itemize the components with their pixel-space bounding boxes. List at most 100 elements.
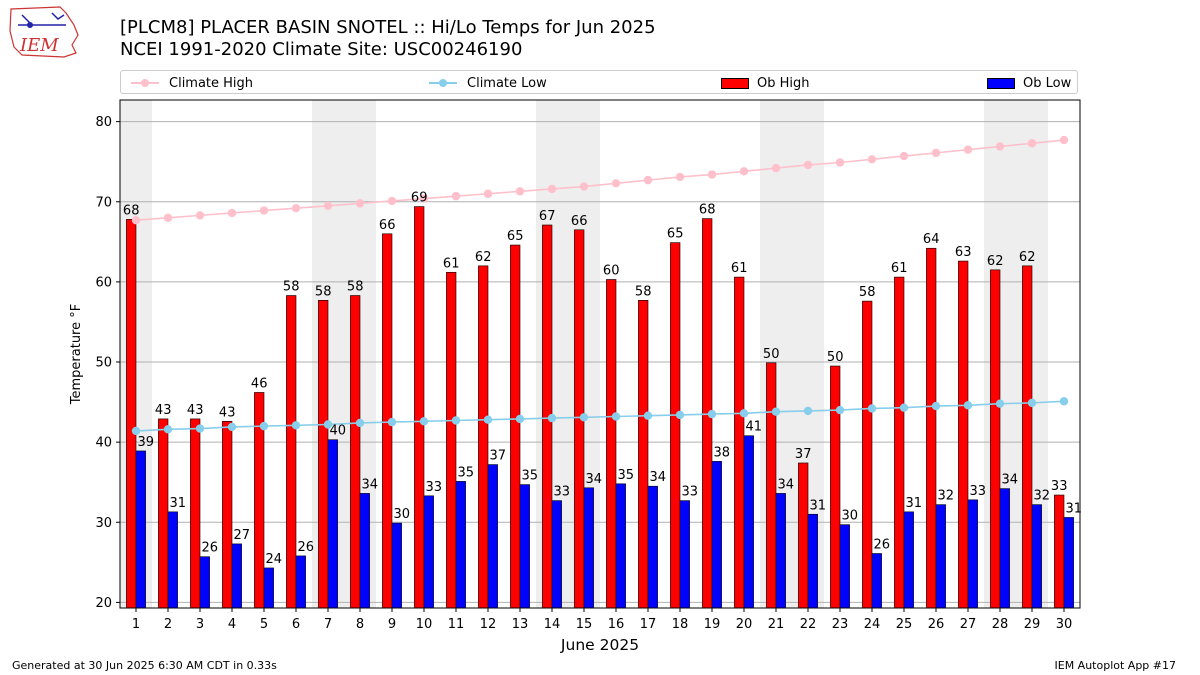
climate-high-point [1027, 139, 1037, 148]
climate-low-point [899, 403, 909, 412]
ob-high-label: 68 [699, 203, 716, 218]
ob-low-bar [519, 484, 530, 609]
ob-high-bar [446, 271, 457, 609]
ob-high-label: 37 [795, 447, 812, 462]
ob-low-label: 31 [170, 496, 187, 511]
ob-low-label: 26 [874, 538, 891, 553]
ob-high-bar [670, 242, 681, 609]
climate-low-point [1059, 397, 1069, 406]
climate-high-point [387, 196, 397, 206]
ob-high-label: 43 [155, 403, 172, 418]
ob-low-bar [551, 500, 562, 609]
legend-item-ob-high: Ob High [717, 74, 810, 92]
ob-high-bar [606, 279, 617, 609]
ob-high-bar [318, 300, 329, 609]
x-tick-label: 2 [164, 617, 172, 632]
ob-high-bar [350, 295, 361, 609]
ob-low-label: 32 [938, 489, 955, 504]
ob-low-label: 33 [554, 485, 571, 500]
ob-low-label: 30 [842, 509, 859, 524]
climate-high-line-icon [129, 76, 161, 90]
ob-low-bar [199, 556, 210, 609]
y-tick-label: 60 [95, 275, 112, 290]
ob-high-label: 58 [315, 284, 332, 299]
ob-high-bar [638, 300, 649, 609]
ob-low-label: 37 [490, 449, 507, 464]
ob-low-bar [743, 435, 754, 609]
x-tick-label: 27 [960, 617, 977, 632]
x-tick-label: 11 [448, 617, 465, 632]
climate-low-point [483, 415, 493, 424]
ob-high-bar [734, 276, 745, 609]
climate-low-point [995, 399, 1005, 408]
x-tick-label: 25 [896, 617, 913, 632]
ob-low-bar [423, 495, 434, 609]
legend-label-ob-high: Ob High [757, 75, 810, 91]
climate-low-point [451, 416, 461, 425]
legend-label-ob-low: Ob Low [1023, 75, 1072, 91]
plot-frame [119, 99, 1081, 609]
y-tick-label: 40 [95, 436, 112, 451]
ob-low-bar [583, 487, 594, 609]
climate-low-point [195, 424, 205, 433]
ob-low-label: 30 [394, 507, 411, 522]
climate-high-point [323, 201, 333, 210]
ob-low-bar [679, 500, 690, 609]
ob-low-bar [935, 504, 946, 609]
climate-low-point [131, 426, 141, 436]
ob-high-label: 61 [891, 261, 908, 276]
iem-logo: IEM [9, 6, 79, 58]
ob-low-bar [167, 511, 178, 609]
ob-low-label: 31 [906, 496, 923, 511]
legend-label-climate-high: Climate High [169, 75, 254, 91]
climate-low-point [227, 422, 237, 432]
y-axis-label: Temperature °F [69, 304, 84, 405]
x-tick-label: 28 [992, 617, 1009, 632]
climate-high-point [803, 160, 813, 170]
climate-high-point [707, 170, 717, 179]
ob-low-label: 26 [202, 541, 219, 556]
x-tick-label: 17 [640, 617, 657, 632]
x-tick-label: 23 [832, 617, 849, 632]
ob-high-label: 65 [507, 229, 524, 244]
climate-low-point [611, 412, 621, 421]
climate-high-point [899, 151, 909, 161]
ob-low-label: 34 [1002, 473, 1019, 488]
ob-low-bar [647, 485, 658, 609]
x-tick-label: 14 [544, 617, 561, 632]
ob-high-bar [1022, 265, 1033, 609]
x-tick-label: 12 [480, 617, 497, 632]
climate-high-point [547, 184, 557, 194]
ob-low-label: 34 [362, 477, 379, 492]
x-tick-label: 7 [324, 617, 332, 632]
x-tick-label: 15 [576, 617, 593, 632]
x-tick-label: 4 [228, 617, 236, 632]
ob-low-bar [807, 513, 818, 609]
climate-high-point [131, 215, 141, 225]
legend-item-climate-high: Climate High [129, 74, 253, 92]
x-tick-label: 18 [672, 617, 689, 632]
climate-high-point [1059, 135, 1069, 145]
ob-high-label: 46 [251, 376, 268, 391]
x-tick-label: 30 [1056, 617, 1073, 632]
ob-low-label: 40 [330, 424, 347, 439]
ob-low-label: 31 [810, 498, 827, 513]
ob-low-bar [295, 555, 306, 609]
climate-low-point [291, 421, 301, 430]
climate-low-point [355, 418, 365, 428]
ob-low-bar [615, 483, 626, 609]
climate-high-point [451, 191, 461, 201]
generated-timestamp: Generated at 30 Jun 2025 6:30 AM CDT in … [12, 659, 277, 672]
climate-low-point [931, 401, 941, 411]
x-tick-label: 9 [388, 617, 396, 632]
climate-high-point [419, 194, 429, 203]
climate-high-point [643, 175, 653, 185]
climate-high-point [355, 199, 365, 208]
ob-low-label: 33 [682, 485, 699, 500]
ob-high-label: 62 [1019, 250, 1036, 265]
ob-high-bar [126, 219, 137, 609]
ob-low-bar [135, 450, 146, 609]
x-tick-label: 19 [704, 617, 721, 632]
ob-low-bar [903, 511, 914, 609]
ob-low-bar [711, 461, 722, 609]
